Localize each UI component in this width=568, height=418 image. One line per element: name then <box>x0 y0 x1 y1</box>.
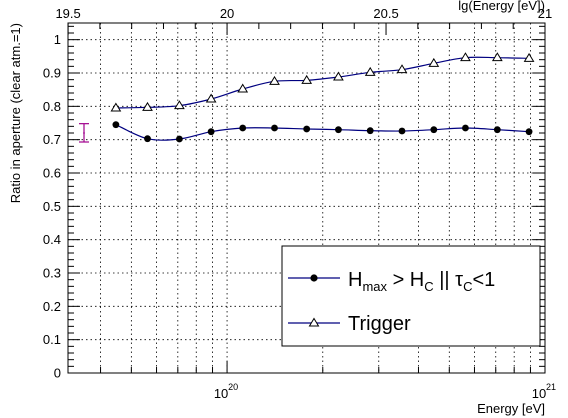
y-tick-label: 0.1 <box>43 332 61 347</box>
y-tick-label: 1 <box>54 32 61 47</box>
data-point-trigger <box>523 52 535 62</box>
y-tick-labels: 0 0.1 0.2 0.3 0.4 0.5 0.6 0.7 0.8 0.9 1 <box>43 32 61 380</box>
data-point-hmax <box>430 126 438 134</box>
y-tick-label: 0.4 <box>43 232 61 247</box>
error-bar-center <box>83 132 85 134</box>
data-point-hmax <box>144 135 151 143</box>
legend-box <box>281 245 541 347</box>
data-point-trigger <box>269 75 280 85</box>
x2-tick-label: 19.5 <box>55 6 80 21</box>
data-point-hmax <box>398 127 406 135</box>
series-layer <box>110 52 535 143</box>
data-point-hmax <box>335 126 342 134</box>
x-tick-label: 10 <box>214 386 228 401</box>
data-point-hmax <box>207 128 215 136</box>
data-point-hmax <box>175 135 183 143</box>
data-point-trigger <box>237 83 249 93</box>
legend-marker-hmax <box>310 274 318 282</box>
reference-error-bar <box>79 123 89 143</box>
y-tick-label: 0.5 <box>43 199 61 214</box>
y-tick-label: 0.8 <box>43 99 61 114</box>
data-point-trigger <box>460 52 471 62</box>
data-point-trigger <box>205 93 217 103</box>
data-point-trigger <box>174 100 185 110</box>
x-axis-title: Energy [eV] <box>477 401 545 416</box>
data-point-hmax <box>366 127 374 135</box>
data-point-hmax <box>112 121 120 129</box>
data-point-hmax <box>525 128 533 136</box>
x2-tick-label: 21 <box>538 6 552 21</box>
data-point-hmax <box>303 125 311 133</box>
data-point-hmax <box>271 124 278 132</box>
y-tick-label: 0.2 <box>43 299 61 314</box>
y-tick-label: 0.9 <box>43 66 61 81</box>
x2-tick-label: 20.5 <box>373 6 398 21</box>
x-tick-labels: 10 20 10 21 <box>214 382 556 401</box>
y-tick-label: 0.7 <box>43 132 61 147</box>
data-point-trigger <box>142 101 153 111</box>
y-tick-label: 0.3 <box>43 266 61 281</box>
data-point-trigger <box>301 74 313 84</box>
x2-tick-label: 20 <box>220 6 234 21</box>
data-point-hmax <box>239 124 247 132</box>
data-point-hmax <box>462 124 469 132</box>
plot-frame <box>67 22 546 374</box>
legend-label-trigger: Trigger <box>348 313 411 335</box>
x-tick-label: 10 <box>532 386 546 401</box>
legend: Hmax > HC || τC<1 Trigger <box>281 245 541 347</box>
data-point-trigger <box>110 102 122 112</box>
data-point-trigger <box>396 64 408 74</box>
y-tick-label: 0 <box>54 366 61 381</box>
data-point-trigger <box>491 52 503 62</box>
top-x-tick-labels: 19.5 20 20.5 21 <box>55 6 552 21</box>
x-tick-exponent: 20 <box>228 382 238 392</box>
legend-label-hmax: Hmax > HC || τC<1 <box>348 269 495 294</box>
data-point-trigger <box>364 66 376 76</box>
data-point-hmax <box>493 126 501 134</box>
y-axis-title: Ratio in aperture (clear atm.=1) <box>8 23 23 203</box>
legend-marker-trigger <box>308 317 320 327</box>
top-x-axis-title: lg(Energy [eV]) <box>458 0 545 13</box>
data-point-trigger <box>428 57 440 67</box>
x-tick-exponent: 21 <box>546 382 556 392</box>
y-tick-label: 0.6 <box>43 166 61 181</box>
data-point-trigger <box>333 71 344 81</box>
